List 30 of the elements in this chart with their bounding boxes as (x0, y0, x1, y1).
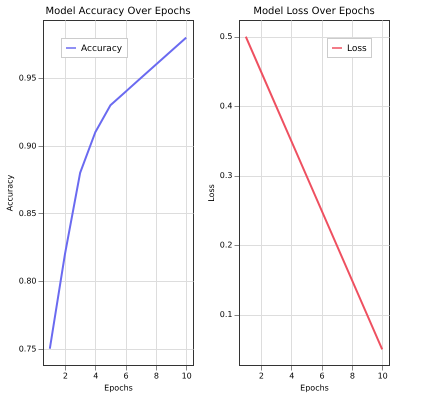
chart-title: Model Accuracy Over Epochs (45, 6, 191, 17)
x-tick-label: 8 (154, 372, 159, 380)
y-tick-label: 0.75 (18, 344, 36, 354)
x-tick-label: 10 (378, 372, 388, 380)
chart-title: Model Loss Over Epochs (253, 6, 375, 17)
x-tick-label: 2 (62, 372, 68, 380)
x-tick-label: 4 (93, 372, 98, 380)
x-tick-label: 6 (320, 372, 325, 380)
y-tick-label: 0.95 (18, 74, 36, 83)
legend-label: Accuracy (81, 44, 123, 54)
y-tick-label: 0.2 (220, 240, 232, 250)
y-tick-label: 0.85 (18, 208, 36, 218)
y-tick-label: 0.90 (18, 141, 36, 150)
x-tick-label: 2 (258, 372, 264, 380)
x-tick-label: 10 (182, 372, 192, 380)
y-tick-label: 0.1 (220, 310, 232, 320)
x-axis-title: Epochs (104, 384, 133, 392)
y-axis-title: Accuracy (6, 174, 15, 212)
x-tick-label: 4 (289, 372, 294, 380)
line-series (48, 36, 188, 350)
legend-label: Loss (347, 44, 368, 54)
x-axis-title: Epochs (300, 384, 329, 392)
line-series (244, 36, 384, 350)
y-axis-title: Loss (206, 184, 216, 202)
y-tick-label: 0.3 (220, 171, 232, 180)
y-tick-label: 0.4 (220, 102, 232, 111)
y-tick-label: 0.5 (220, 32, 232, 42)
x-tick-label: 6 (124, 372, 129, 380)
y-tick-label: 0.80 (18, 276, 36, 286)
x-tick-label: 8 (350, 372, 355, 380)
